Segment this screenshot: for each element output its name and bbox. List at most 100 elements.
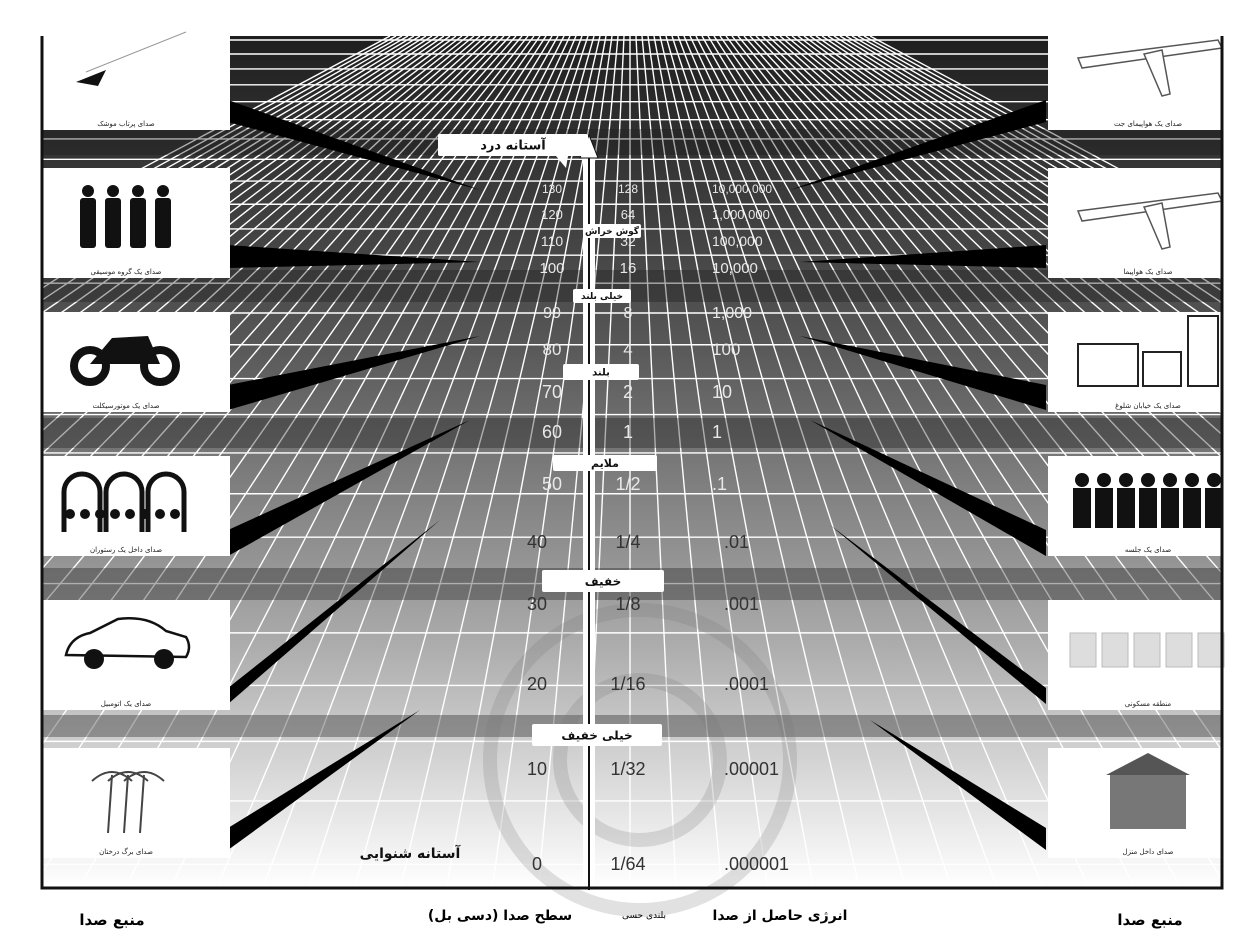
left-source-panel: صدای داخل یک رستوران: [22, 456, 230, 556]
energy-value: 1,000: [712, 305, 752, 322]
level-label-box: [563, 364, 639, 380]
db-value: 60: [542, 422, 562, 442]
left-source-panel: صدای یک اتومبیل: [22, 600, 230, 710]
left-source-caption: صدای داخل یک رستوران: [90, 546, 162, 554]
meeting-icon: [1183, 488, 1201, 528]
sound-ray: [800, 336, 1046, 410]
house-icon: [1106, 753, 1190, 775]
restaurant-icon: [155, 509, 165, 519]
grid-vertical-line: [791, 36, 1222, 377]
grid-vertical-line: [779, 36, 1222, 415]
grid-vertical-line: [170, 36, 571, 888]
level-label-very-faint: خیلی خفیف: [532, 724, 662, 746]
palm-trees-icon: [139, 774, 145, 834]
level-label-hearing-threshold: آستانه شنوایی: [360, 844, 462, 862]
airplane-icon: [1142, 202, 1171, 250]
grid-vertical-line: [42, 36, 487, 432]
grid-vertical-line: [42, 36, 451, 328]
db-value: 110: [541, 233, 564, 249]
buildings-icon: [1077, 343, 1139, 387]
energy-value: 1: [712, 422, 722, 442]
motorcycle-icon: [70, 346, 110, 386]
meeting-icon: [1073, 488, 1091, 528]
left-source-caption: صدای پرتاب موشک: [97, 120, 155, 128]
grid-vertical-line: [42, 36, 457, 342]
energy-value: 1,000,000: [712, 207, 770, 222]
loudness-value: 1/32: [610, 759, 645, 779]
loudness-value: 1/8: [615, 594, 640, 614]
restaurant-icon: [95, 509, 105, 519]
grid-vertical-line: [785, 36, 1222, 395]
left-source-caption: صدای برگ درختان: [99, 847, 153, 856]
grid-vertical-line: [42, 36, 469, 374]
level-label-text: ملایم: [591, 457, 619, 470]
right-source-panel: صدای یک هواپیمای جت: [1048, 10, 1248, 130]
footer-db-axis: سطح صدا (دسی بل): [428, 908, 572, 924]
right-source-caption: صدای یک جلسه: [1125, 546, 1171, 554]
grid-vertical-line: [42, 36, 547, 806]
grid-vertical-line: [42, 36, 475, 392]
grid-vertical-line: [647, 36, 769, 888]
grid-vertical-line: [773, 36, 1222, 436]
grid-vertical-line: [677, 36, 998, 888]
energy-value: .000001: [724, 854, 789, 874]
meeting-icon: [1207, 473, 1221, 487]
left-source-panel: صدای یک موتورسیکلت: [22, 312, 230, 412]
db-value: 100: [539, 260, 564, 277]
left-source-panel: صدای برگ درختان: [22, 748, 230, 858]
sound-ray: [790, 100, 1046, 190]
restaurant-icon: [170, 509, 180, 519]
panel-background: [22, 168, 230, 278]
grid-vertical-line: [719, 36, 1222, 752]
meeting-icon: [1141, 473, 1155, 487]
jet-plane-icon: [1142, 49, 1171, 97]
restaurant-icon: [65, 509, 75, 519]
meeting-icon: [1163, 473, 1177, 487]
panel-background: [1048, 168, 1248, 278]
grid-vertical-line: [809, 36, 1222, 331]
grid-vertical-line: [653, 36, 815, 888]
music-band-icon: [157, 185, 169, 197]
palm-trees-icon: [123, 771, 165, 782]
energy-value: 100: [712, 340, 740, 359]
grid-vertical-line: [42, 36, 463, 358]
grid-vertical-line: [707, 36, 1222, 882]
restaurant-icon: [103, 471, 145, 532]
loudness-value: 2: [623, 382, 633, 402]
left-source-panel: صدای پرتاب موشک: [22, 10, 230, 130]
grid-vertical-line: [695, 36, 1136, 888]
rocket-icon: [76, 70, 106, 86]
meeting-icon: [1205, 488, 1223, 528]
db-value: 130: [542, 182, 562, 196]
energy-value: .00001: [724, 759, 779, 779]
grid-band: [42, 129, 1222, 155]
energy-value: 10: [712, 382, 732, 402]
level-label-box: [438, 134, 588, 156]
level-label-loud: بلند: [563, 364, 639, 380]
footer-source-left: منبع صدا: [79, 911, 144, 929]
music-band-icon: [80, 198, 96, 248]
meeting-icon: [1119, 473, 1133, 487]
level-label-box: [573, 289, 631, 303]
loudness-value: 128: [618, 182, 638, 196]
panel-background: [22, 10, 230, 130]
level-label-text: آستانه درد: [480, 137, 546, 154]
level-label-text: گوش خراش: [585, 225, 640, 237]
loudness-value: 1/64: [610, 854, 645, 874]
grid-vertical-line: [641, 36, 723, 888]
left-source-caption: صدای یک اتومبیل: [101, 700, 152, 708]
right-source-panel: صدای داخل منزل: [1048, 748, 1248, 858]
loudness-value: 4: [623, 340, 632, 359]
energy-value: 100,000: [712, 233, 763, 249]
level-label-moderate: ملایم: [553, 455, 657, 471]
db-value: 0: [532, 854, 542, 874]
houses-icon: [1101, 632, 1129, 668]
level-label-text: بلند: [592, 368, 610, 379]
grid-vertical-line: [701, 36, 1182, 888]
music-band-icon: [155, 198, 171, 248]
energy-value: 10,000,000: [712, 182, 772, 196]
music-band-icon: [82, 185, 94, 197]
grid-vertical-line: [124, 36, 565, 888]
loudness-value: 1/4: [615, 532, 640, 552]
